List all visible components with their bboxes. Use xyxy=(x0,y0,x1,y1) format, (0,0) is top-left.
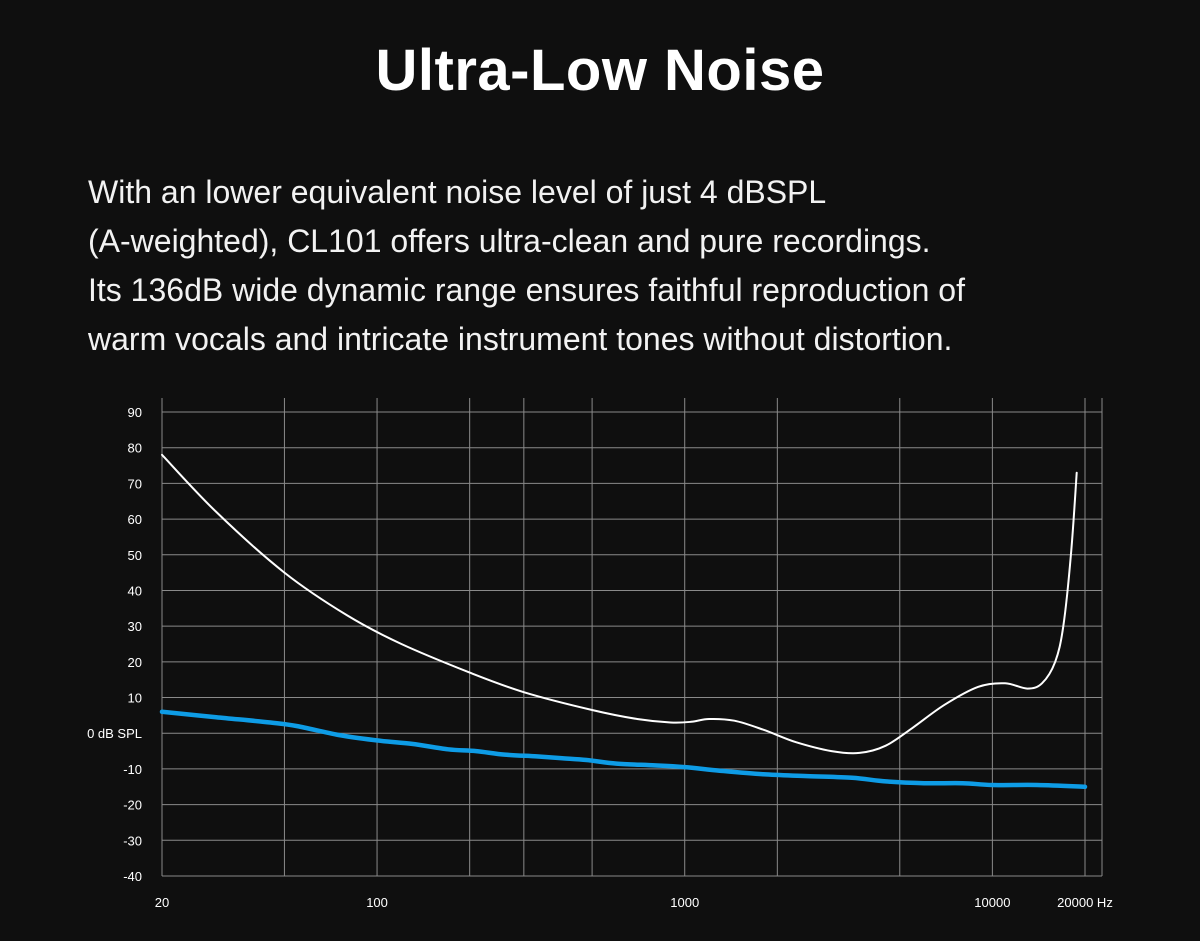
description-line: With an lower equivalent noise level of … xyxy=(88,174,827,210)
y-tick-label: -10 xyxy=(123,762,142,777)
y-tick-label: 10 xyxy=(128,691,142,706)
y-tick-label: 40 xyxy=(128,583,142,598)
y-tick-label: 50 xyxy=(128,548,142,563)
description-line: Its 136dB wide dynamic range ensures fai… xyxy=(88,272,965,308)
x-tick-label: 1000 xyxy=(670,895,699,910)
y-tick-label: 70 xyxy=(128,476,142,491)
description-text: With an lower equivalent noise level of … xyxy=(88,168,1168,364)
page-title: Ultra-Low Noise xyxy=(375,38,825,103)
y-tick-label: -20 xyxy=(123,798,142,813)
curve-layer xyxy=(159,453,1088,790)
x-tick-label: 100 xyxy=(366,895,388,910)
blue-curve xyxy=(159,709,1088,790)
description-line: (A-weighted), CL101 offers ultra-clean a… xyxy=(88,223,931,259)
y-tick-label: -40 xyxy=(123,869,142,884)
y-tick-label: 90 xyxy=(128,405,142,420)
y-tick-label: 0 dB SPL xyxy=(87,726,142,741)
x-tick-label: 20 xyxy=(155,895,169,910)
y-tick-label: 20 xyxy=(128,655,142,670)
grid-layer xyxy=(161,398,1103,877)
label-layer: 90 80 70 60 50 40 30 20 10 0 dB SPL -10 -20 -30 -40 20… xyxy=(87,405,1113,910)
description-line: warm vocals and intricate instrument ton… xyxy=(88,321,953,357)
y-tick-label: -30 xyxy=(123,833,142,848)
y-tick-label: 60 xyxy=(128,512,142,527)
white-curve xyxy=(161,453,1078,755)
y-tick-label: 80 xyxy=(128,441,142,456)
x-tick-label: 10000 xyxy=(974,895,1010,910)
x-tick-label: 20000 Hz xyxy=(1057,895,1113,910)
y-tick-label: 30 xyxy=(128,619,142,634)
